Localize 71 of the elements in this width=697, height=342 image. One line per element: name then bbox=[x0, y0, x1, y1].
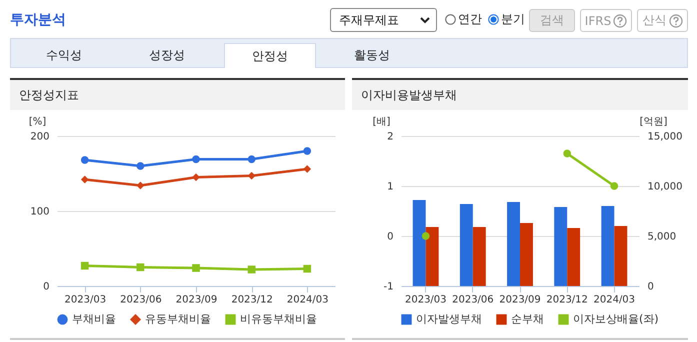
point bbox=[136, 162, 144, 170]
legend-label: 부채비율 bbox=[72, 312, 116, 326]
point bbox=[136, 182, 144, 190]
y-tick-label: 0 bbox=[43, 282, 50, 292]
bar bbox=[520, 223, 533, 286]
bar bbox=[554, 207, 568, 286]
point bbox=[303, 264, 312, 273]
point bbox=[192, 173, 200, 182]
y2-tick-label: 0 bbox=[648, 282, 654, 292]
x-tick-label: 2024/03 bbox=[286, 294, 328, 306]
text: 산식 bbox=[642, 12, 666, 29]
bar bbox=[507, 202, 520, 286]
bar bbox=[472, 227, 486, 286]
y-tick-label: 1 bbox=[387, 182, 394, 192]
x-tick-label: 2023/03 bbox=[404, 294, 447, 306]
x-tick-label: 2024/03 bbox=[593, 294, 636, 306]
point bbox=[192, 264, 200, 272]
x-tick-label: 2023/06 bbox=[120, 294, 162, 306]
text: 성장성 bbox=[148, 47, 186, 64]
x-tick-label: 2023/12 bbox=[546, 294, 588, 306]
text: 분기 bbox=[501, 11, 525, 28]
y-tick-label: -1 bbox=[384, 282, 394, 292]
x-tick-label: 2023/09 bbox=[176, 294, 218, 306]
point bbox=[303, 147, 312, 155]
x-tick-label: 2023/12 bbox=[231, 294, 273, 306]
text: 검색 bbox=[529, 9, 575, 32]
bar bbox=[614, 226, 628, 286]
point bbox=[248, 155, 256, 164]
y-tick-label: 100 bbox=[30, 206, 50, 218]
bar bbox=[426, 227, 439, 286]
y-axis-title: [%] bbox=[28, 116, 46, 128]
text: 활동성 bbox=[353, 47, 391, 64]
legend-label: 비유동부채비율 bbox=[240, 312, 317, 326]
y2-axis-title: [억원] bbox=[640, 116, 668, 128]
text: 투자분석 bbox=[10, 11, 66, 29]
legend-label: 유동부채비율 bbox=[145, 312, 211, 326]
point bbox=[192, 155, 200, 164]
text: 수익성 bbox=[45, 47, 83, 64]
text: 안정성 bbox=[224, 43, 316, 68]
x-tick-label: 2023/09 bbox=[499, 294, 541, 306]
point bbox=[610, 182, 618, 190]
y-axis-title: [배] bbox=[372, 116, 390, 128]
legend-label: 순부채 bbox=[511, 312, 544, 326]
y2-tick-label: 10,000 bbox=[648, 182, 682, 192]
point bbox=[136, 263, 144, 272]
point bbox=[80, 176, 89, 184]
text: 주재무제표 bbox=[339, 12, 399, 28]
point bbox=[422, 232, 430, 240]
y2-tick-label: 15,000 bbox=[648, 132, 682, 142]
bar bbox=[601, 206, 614, 286]
point bbox=[303, 165, 312, 173]
chart-title: 안정성지표 bbox=[10, 80, 345, 110]
legend-label: 이자발생부채 bbox=[416, 312, 482, 326]
y-tick-label: 200 bbox=[30, 132, 50, 142]
point bbox=[248, 172, 256, 180]
x-tick-label: 2023/03 bbox=[64, 294, 106, 306]
legend-label: 이자보상배율(좌) bbox=[573, 312, 659, 326]
point bbox=[80, 156, 89, 164]
y-tick-label: 2 bbox=[387, 132, 394, 142]
point bbox=[248, 266, 256, 274]
chart-title: 이자비용발생부채 bbox=[352, 80, 688, 110]
point bbox=[80, 262, 89, 270]
y2-tick-label: 5,000 bbox=[648, 232, 676, 242]
y-tick-label: 0 bbox=[387, 232, 394, 242]
bar bbox=[567, 228, 580, 286]
bar bbox=[412, 200, 426, 286]
point bbox=[563, 150, 571, 158]
text: 연간 bbox=[458, 11, 482, 28]
bar bbox=[460, 204, 473, 286]
text: IFRS bbox=[584, 14, 612, 28]
x-tick-label: 2023/06 bbox=[452, 294, 494, 306]
